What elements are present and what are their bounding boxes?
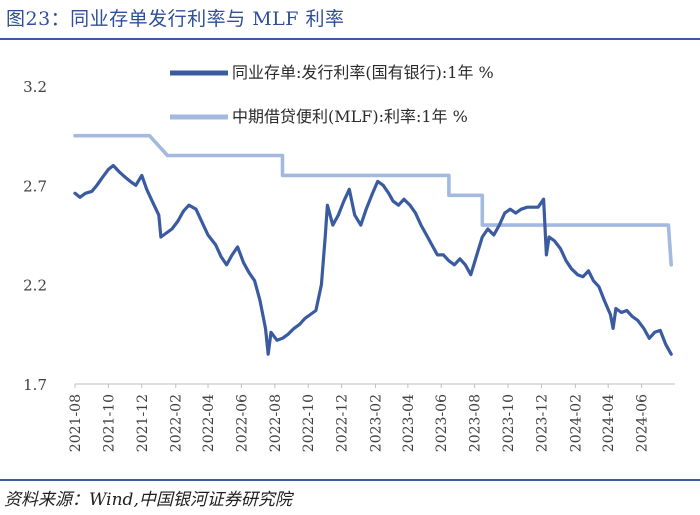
- x-tick-label: 2023-06: [434, 394, 450, 452]
- title-rule: [0, 38, 700, 40]
- x-tick-label: 2022-10: [301, 394, 317, 452]
- x-tick-label: 2024-02: [568, 394, 584, 452]
- axes: 3.2 2.7 2.2 1.7 2021-08 2021-10 2021-12 2022-02…: [23, 78, 675, 452]
- legend: 同业存单:发行利率(国有银行):1年 % 中期借贷便利(MLF):利率:1年 %: [170, 63, 494, 126]
- chart: 3.2 2.7 2.2 1.7 2021-08 2021-10 2021-12 2022-02…: [23, 63, 675, 452]
- x-tick-label: 2021-08: [68, 394, 84, 452]
- x-tick-label: 2023-08: [468, 394, 484, 452]
- source-note: 资料来源：Wind,中国银河证券研究院: [4, 490, 292, 510]
- x-tick-label: 2021-10: [101, 394, 117, 452]
- y-tick-label: 2.7: [23, 177, 47, 195]
- x-tick-label: 2023-12: [534, 394, 550, 452]
- series-line-cd-rate: [73, 163, 673, 356]
- x-tick-label: 2022-02: [169, 394, 185, 452]
- series-layer: [73, 133, 673, 356]
- x-tick-label: 2022-08: [268, 394, 284, 452]
- x-tick-label: 2024-06: [635, 394, 651, 452]
- x-tick-label: 2022-06: [234, 394, 250, 452]
- legend-label: 同业存单:发行利率(国有银行):1年 %: [232, 63, 494, 82]
- x-tick-label: 2022-12: [335, 394, 351, 452]
- y-tick-label: 1.7: [23, 376, 47, 394]
- x-tick-label: 2023-02: [369, 394, 385, 452]
- x-tick-label: 2024-04: [601, 394, 617, 452]
- x-tick-label: 2022-04: [201, 394, 217, 452]
- y-tick-label: 3.2: [23, 78, 47, 96]
- legend-label: 中期借贷便利(MLF):利率:1年 %: [232, 107, 468, 126]
- source-rule: [0, 479, 700, 481]
- chart-title: 图23：同业存单发行利率与 MLF 利率: [6, 8, 345, 30]
- series-line-mlf-rate: [73, 133, 673, 267]
- x-tick-label: 2023-10: [501, 394, 517, 452]
- y-tick-label: 2.2: [23, 277, 47, 295]
- x-tick-label: 2023-04: [401, 394, 417, 452]
- x-tick-label: 2021-12: [135, 394, 151, 452]
